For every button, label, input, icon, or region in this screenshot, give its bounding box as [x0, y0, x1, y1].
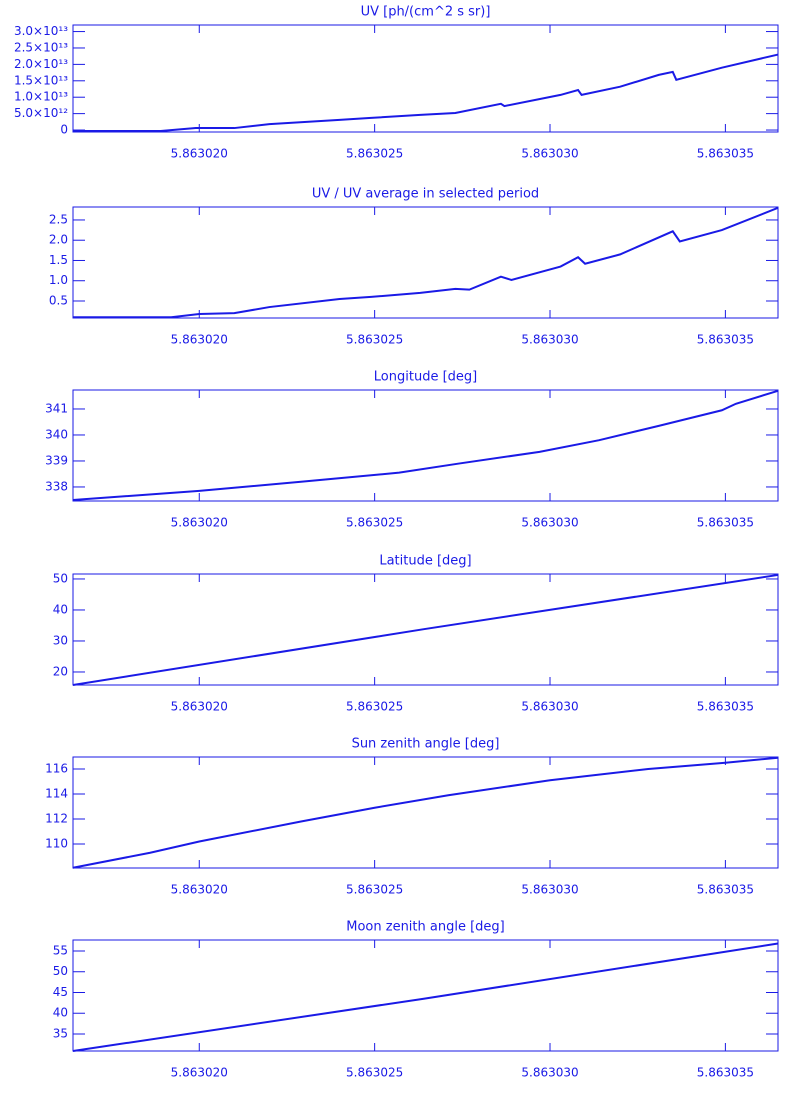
y-tick-label: 114	[45, 787, 68, 801]
x-tick-label: 5.863030	[521, 516, 578, 530]
x-tick-label: 5.863030	[521, 883, 578, 897]
x-tick-label: 5.863020	[171, 333, 228, 347]
chart-title: Latitude [deg]	[379, 554, 471, 569]
data-line	[73, 206, 779, 319]
y-tick-label: 0	[60, 123, 68, 137]
chart-title: Moon zenith angle [deg]	[346, 920, 504, 935]
x-tick-label: 5.863025	[346, 516, 403, 530]
x-tick-label: 5.863035	[697, 333, 754, 347]
y-tick-label: 45	[53, 985, 68, 999]
x-tick-label: 5.863035	[697, 1066, 754, 1080]
x-tick-label: 5.863020	[171, 883, 228, 897]
y-tick-label: 5.0×10¹²	[14, 106, 68, 120]
x-tick-label: 5.863025	[346, 147, 403, 161]
x-tick-label: 5.863030	[521, 333, 578, 347]
x-tick-label: 5.863035	[697, 883, 754, 897]
y-tick-label: 50	[53, 964, 68, 978]
x-tick-label: 5.863030	[521, 1066, 578, 1080]
y-tick-label: 1.0×10¹³	[14, 90, 68, 104]
x-tick-label: 5.863020	[171, 1066, 228, 1080]
y-tick-label: 3.0×10¹³	[14, 24, 68, 38]
y-tick-label: 2.5	[49, 212, 68, 226]
y-tick-label: 116	[45, 762, 68, 776]
data-line	[72, 573, 779, 686]
x-tick-label: 5.863035	[697, 516, 754, 530]
data-line	[72, 756, 779, 869]
data-line	[72, 389, 779, 501]
chart-title: UV / UV average in selected period	[312, 187, 539, 202]
y-tick-label: 50	[53, 571, 68, 585]
y-tick-label: 35	[53, 1026, 68, 1040]
y-tick-label: 2.0	[49, 233, 68, 247]
y-tick-label: 338	[45, 479, 68, 493]
x-tick-label: 5.863025	[346, 883, 403, 897]
y-tick-label: 20	[53, 664, 68, 678]
plot-frame	[72, 573, 779, 686]
y-tick-label: 341	[45, 401, 68, 415]
plot-frame	[72, 206, 779, 319]
x-tick-label: 5.863035	[697, 700, 754, 714]
y-tick-label: 40	[53, 602, 68, 616]
x-tick-label: 5.863030	[521, 700, 578, 714]
y-tick-label: 1.0	[49, 273, 68, 287]
y-tick-label: 1.5	[49, 253, 68, 267]
y-tick-label: 1.5×10¹³	[14, 73, 68, 87]
x-tick-label: 5.863020	[171, 700, 228, 714]
chart-title: Sun zenith angle [deg]	[352, 737, 500, 752]
y-tick-label: 2.5×10¹³	[14, 40, 68, 54]
y-tick-label: 55	[53, 943, 68, 957]
plot-frame	[72, 389, 779, 502]
x-tick-label: 5.863025	[346, 700, 403, 714]
plot-frame	[72, 939, 779, 1052]
y-tick-label: 339	[45, 453, 68, 467]
x-tick-label: 5.863025	[346, 333, 403, 347]
y-tick-label: 110	[45, 837, 68, 851]
x-tick-label: 5.863030	[521, 147, 578, 161]
y-tick-label: 30	[53, 633, 68, 647]
data-line	[72, 942, 779, 1052]
x-tick-label: 5.863035	[697, 147, 754, 161]
data-line	[73, 53, 779, 133]
y-tick-label: 40	[53, 1006, 68, 1020]
chart-title: Longitude [deg]	[374, 370, 477, 385]
y-tick-label: 112	[45, 812, 68, 826]
x-tick-label: 5.863020	[171, 147, 228, 161]
plot-frame	[72, 756, 779, 869]
chart-title: UV [ph/(cm^2 s sr)]	[361, 5, 491, 20]
y-tick-label: 2.0×10¹³	[14, 57, 68, 71]
x-tick-label: 5.863020	[171, 516, 228, 530]
x-tick-label: 5.863025	[346, 1066, 403, 1080]
y-tick-label: 340	[45, 427, 68, 441]
y-tick-label: 0.5	[49, 293, 68, 307]
plot-frame	[72, 24, 779, 133]
